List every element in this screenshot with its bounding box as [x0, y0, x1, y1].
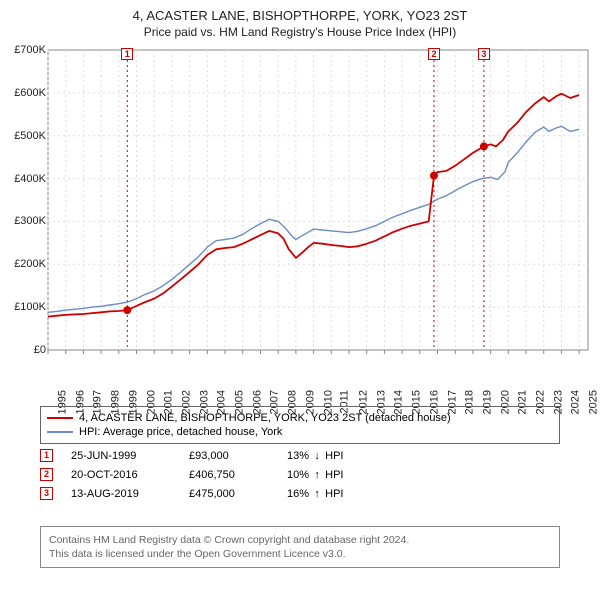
event-delta: 10% ↑ HPI [287, 469, 344, 481]
y-tick-label: £500K [14, 130, 46, 142]
legend-swatch-hpi [47, 431, 73, 433]
legend-label: 4, ACASTER LANE, BISHOPTHORPE, YORK, YO2… [79, 412, 451, 424]
event-delta: 16% ↑ HPI [287, 488, 344, 500]
legend: 4, ACASTER LANE, BISHOPTHORPE, YORK, YO2… [40, 406, 560, 444]
y-tick-label: £200K [14, 258, 46, 270]
event-marker-box: 1 [121, 48, 133, 60]
arrow-down-icon: ↓ [312, 450, 322, 462]
event-row: 3 13-AUG-2019 £475,000 16% ↑ HPI [40, 484, 560, 503]
arrow-up-icon: ↑ [312, 469, 322, 481]
footer-line: Contains HM Land Registry data © Crown c… [49, 533, 551, 547]
event-price: £93,000 [189, 450, 269, 462]
title-address: 4, ACASTER LANE, BISHOPTHORPE, YORK, YO2… [0, 8, 600, 23]
y-tick-label: £400K [14, 173, 46, 185]
event-id-box: 1 [40, 449, 53, 462]
legend-row: 4, ACASTER LANE, BISHOPTHORPE, YORK, YO2… [47, 411, 553, 425]
event-price: £406,750 [189, 469, 269, 481]
event-date: 13-AUG-2019 [71, 488, 171, 500]
event-row: 1 25-JUN-1999 £93,000 13% ↓ HPI [40, 446, 560, 465]
sale-events: 1 25-JUN-1999 £93,000 13% ↓ HPI 2 20-OCT… [40, 446, 560, 503]
event-marker-box: 3 [478, 48, 490, 60]
event-row: 2 20-OCT-2016 £406,750 10% ↑ HPI [40, 465, 560, 484]
event-delta-suffix: HPI [325, 488, 343, 500]
event-price: £475,000 [189, 488, 269, 500]
y-tick-label: £600K [14, 87, 46, 99]
x-tick-label: 2024 [570, 390, 582, 414]
y-tick-label: £0 [34, 344, 46, 356]
event-delta-pct: 13% [287, 450, 309, 462]
y-tick-label: £100K [14, 301, 46, 313]
y-axis: £0 £100K £200K £300K £400K £500K £600K £700K [0, 42, 48, 396]
event-delta-suffix: HPI [325, 450, 343, 462]
arrow-up-icon: ↑ [312, 488, 322, 500]
chart-page: 4, ACASTER LANE, BISHOPTHORPE, YORK, YO2… [0, 0, 600, 590]
y-tick-label: £300K [14, 215, 46, 227]
title-subtitle: Price paid vs. HM Land Registry's House … [0, 23, 600, 39]
event-marker-box: 2 [428, 48, 440, 60]
legend-swatch-property [47, 417, 73, 419]
chart-svg [0, 42, 600, 396]
x-axis: 1995199619971998199920002001200220032004… [0, 356, 600, 396]
legend-row: HPI: Average price, detached house, York [47, 425, 553, 439]
event-id-box: 2 [40, 468, 53, 481]
event-delta: 13% ↓ HPI [287, 450, 344, 462]
event-delta-suffix: HPI [325, 469, 343, 481]
y-tick-label: £700K [14, 44, 46, 56]
plot-area: £0 £100K £200K £300K £400K £500K £600K £700K 19… [0, 42, 600, 396]
event-delta-pct: 10% [287, 469, 309, 481]
footer-line: This data is licensed under the Open Gov… [49, 547, 551, 561]
event-id-box: 3 [40, 487, 53, 500]
attribution-footer: Contains HM Land Registry data © Crown c… [40, 526, 560, 568]
event-delta-pct: 16% [287, 488, 309, 500]
event-date: 25-JUN-1999 [71, 450, 171, 462]
legend-label: HPI: Average price, detached house, York [79, 426, 282, 438]
x-tick-label: 2025 [588, 390, 600, 414]
event-date: 20-OCT-2016 [71, 469, 171, 481]
chart-titles: 4, ACASTER LANE, BISHOPTHORPE, YORK, YO2… [0, 0, 600, 39]
